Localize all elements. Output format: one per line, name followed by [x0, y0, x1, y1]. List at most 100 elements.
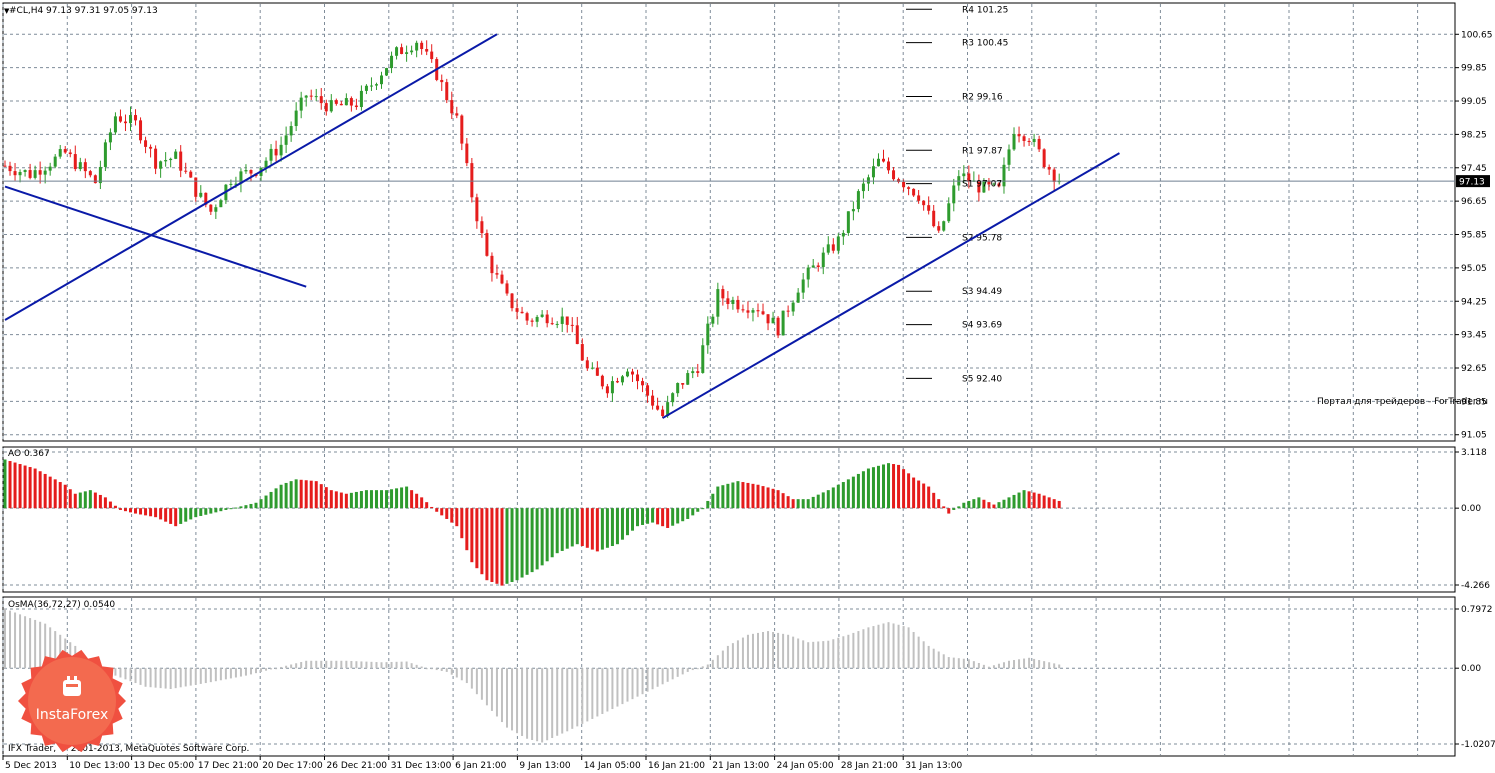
candle — [570, 317, 574, 333]
candle — [987, 177, 991, 191]
osma-bar — [526, 668, 529, 739]
ao-bar — [1037, 493, 1041, 509]
candle-body — [364, 85, 368, 91]
ao-bar — [108, 501, 112, 509]
osma-bar — [541, 668, 544, 743]
candle — [425, 40, 429, 56]
osma-bar — [139, 668, 142, 685]
candle-body — [691, 371, 695, 374]
candle-body — [53, 156, 57, 167]
y-tick-label: 99.85 — [1461, 64, 1487, 74]
ao-bar — [605, 508, 609, 548]
ao-bar — [927, 486, 931, 509]
candle-body — [319, 96, 323, 104]
ao-bar — [123, 508, 127, 512]
candle — [856, 189, 860, 213]
ao-bar — [495, 508, 499, 584]
candle-body — [294, 110, 298, 127]
ao-bar — [545, 508, 549, 562]
candle — [1022, 134, 1026, 147]
ao-bar — [480, 508, 484, 575]
osma-bar — [169, 668, 172, 689]
osma-bar — [335, 660, 338, 669]
candle-body — [58, 149, 62, 157]
candle — [540, 310, 544, 318]
candle — [374, 82, 378, 91]
ao-bar — [615, 508, 619, 545]
osma-bar — [797, 638, 800, 669]
osma-bar — [315, 660, 318, 669]
candle-body — [871, 166, 875, 178]
candle — [359, 85, 363, 111]
candle — [214, 204, 218, 219]
candle — [590, 362, 594, 370]
x-tick-label: 9 Jan 13:00 — [519, 761, 571, 771]
candle — [636, 369, 640, 390]
candle-body — [636, 374, 640, 382]
osma-bar — [189, 668, 192, 686]
osma-bar — [706, 664, 709, 669]
candle — [711, 313, 715, 328]
osma-bar — [626, 668, 629, 702]
candle — [686, 370, 690, 385]
candle-body — [776, 317, 780, 336]
ao-bar — [435, 508, 439, 512]
ao-bar — [374, 490, 378, 509]
osma-bar — [495, 668, 498, 717]
candle-body — [545, 314, 549, 324]
y-tick-label: -4.266 — [1461, 581, 1490, 591]
ao-bar — [460, 508, 464, 539]
ao-bar — [801, 499, 805, 509]
ao-bar — [636, 508, 640, 527]
candle-body — [917, 195, 921, 201]
osma-bar — [124, 668, 127, 680]
osma-bar — [907, 627, 910, 669]
candle-body — [942, 221, 946, 231]
candle — [319, 88, 323, 110]
candle-body — [380, 75, 383, 85]
ao-bar — [385, 490, 389, 509]
candle-body — [339, 103, 343, 106]
osma-bar — [480, 668, 483, 700]
osma-bar — [606, 668, 609, 712]
ao-bar — [977, 497, 981, 509]
candle — [515, 299, 519, 320]
candle — [580, 338, 584, 361]
osma-bar — [149, 668, 152, 688]
candle — [701, 338, 705, 374]
candle — [450, 91, 454, 119]
candle-body — [912, 188, 916, 196]
ao-bar — [364, 490, 368, 509]
ao-bar — [831, 487, 835, 509]
ao-bar — [229, 508, 233, 510]
osma-bar — [119, 668, 122, 678]
osma-bar — [14, 612, 17, 669]
candle — [1027, 138, 1031, 146]
candle-body — [385, 68, 389, 76]
ao-bar — [269, 491, 273, 509]
osma-bar — [772, 631, 775, 669]
candle-body — [887, 161, 891, 171]
candle-body — [866, 177, 870, 184]
ao-bar — [952, 508, 956, 510]
osma-bar — [295, 663, 298, 669]
candle — [1037, 135, 1041, 153]
ao-bar — [530, 508, 534, 573]
candle — [565, 316, 569, 333]
candle-body — [876, 158, 880, 167]
osma-bar — [867, 627, 870, 669]
candle — [420, 40, 424, 55]
osma-bar — [937, 651, 940, 669]
candle — [108, 128, 112, 151]
menu-arrow-icon[interactable]: ▼ — [4, 7, 10, 15]
candle-body — [540, 314, 544, 317]
candle-body — [274, 148, 278, 156]
x-tick-label: 5 Dec 2013 — [5, 761, 57, 771]
ao-bar — [113, 505, 117, 509]
osma-bar — [209, 668, 212, 683]
candle-body — [229, 183, 233, 185]
candle — [942, 220, 946, 232]
ao-bar — [987, 502, 991, 509]
osma-bar — [129, 668, 132, 682]
